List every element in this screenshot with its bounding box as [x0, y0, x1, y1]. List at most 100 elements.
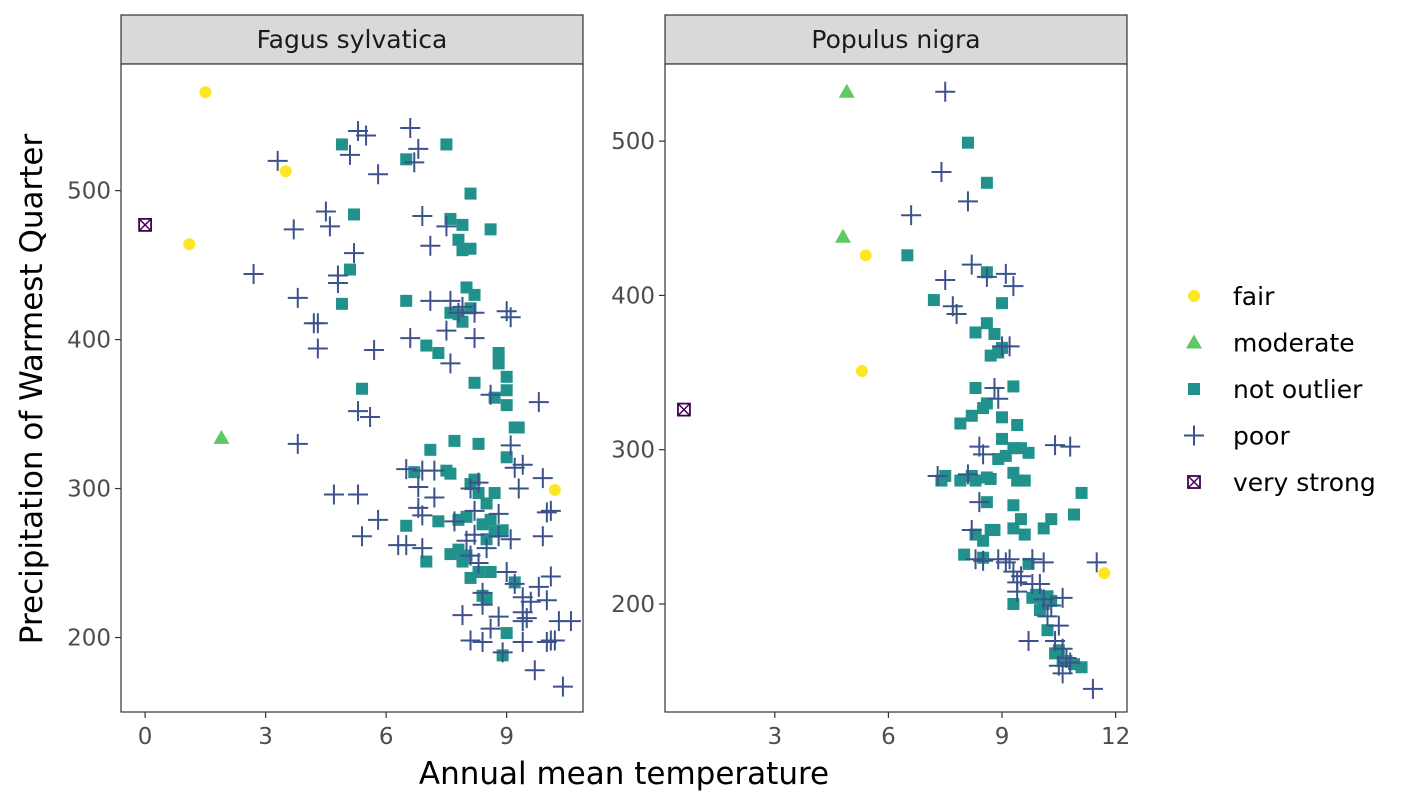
- point: [977, 534, 990, 547]
- legend-key: [1188, 290, 1200, 302]
- point: [995, 263, 1016, 284]
- point: [488, 526, 509, 547]
- point: [488, 503, 509, 524]
- point: [468, 553, 489, 574]
- point: [327, 272, 348, 293]
- point: [348, 484, 369, 505]
- point: [1052, 587, 1073, 608]
- legend-key: [1187, 475, 1201, 489]
- point: [279, 165, 292, 178]
- x-tick-label: 6: [881, 724, 896, 750]
- point: [988, 328, 1001, 340]
- legend-key: [1184, 425, 1204, 446]
- point: [1098, 567, 1111, 580]
- point: [980, 176, 993, 189]
- point: [969, 474, 982, 487]
- x-tick-label: 9: [995, 724, 1010, 750]
- legend: fair moderate not outlier poor very strong: [1184, 282, 1376, 497]
- point: [183, 238, 196, 251]
- point: [532, 468, 553, 489]
- point: [476, 538, 497, 559]
- point: [500, 627, 513, 640]
- point: [496, 524, 509, 537]
- point: [460, 510, 473, 523]
- point: [432, 515, 445, 528]
- point: [484, 513, 497, 526]
- point: [436, 320, 457, 341]
- point: [1052, 638, 1073, 659]
- point: [1075, 486, 1088, 499]
- point: [412, 505, 433, 526]
- point: [528, 392, 549, 413]
- point: [516, 608, 537, 629]
- point: [1003, 276, 1024, 297]
- point: [213, 429, 230, 444]
- point: [931, 162, 952, 182]
- facet-strip: [664, 14, 1128, 65]
- point: [1029, 573, 1050, 594]
- point: [1041, 624, 1054, 637]
- point: [480, 384, 501, 405]
- point: [999, 549, 1020, 570]
- point: [199, 86, 212, 99]
- point: [1048, 655, 1069, 676]
- legend-item: very strong: [1187, 468, 1376, 497]
- legend-label: very strong: [1233, 468, 1376, 497]
- facet-title: Populus nigra: [811, 25, 980, 54]
- point: [480, 497, 493, 510]
- x-tick-label: 3: [258, 724, 273, 750]
- y-tick-label: 500: [611, 129, 655, 155]
- point: [977, 402, 990, 415]
- y-tick-label: 400: [67, 328, 111, 354]
- point: [315, 201, 336, 222]
- point: [424, 460, 445, 481]
- point: [935, 270, 956, 290]
- legend-item: poor: [1184, 422, 1290, 451]
- point: [961, 136, 974, 149]
- point: [560, 611, 581, 632]
- point: [456, 315, 469, 328]
- point: [1045, 435, 1066, 456]
- point: [969, 492, 990, 513]
- y-tick-label: 300: [611, 438, 655, 464]
- panel-background: [665, 64, 1127, 712]
- panel-background: [121, 64, 583, 712]
- point: [480, 618, 501, 639]
- point: [961, 519, 982, 540]
- point: [512, 421, 525, 434]
- point: [946, 303, 967, 324]
- facet-panel: Fagus sylvatica 0 3 6 9 200 300 400 500: [67, 14, 584, 750]
- point: [1014, 513, 1027, 526]
- point: [468, 288, 481, 301]
- point: [512, 631, 533, 652]
- point: [424, 443, 437, 456]
- point: [512, 454, 533, 475]
- point: [984, 378, 1005, 398]
- point: [1018, 528, 1031, 541]
- point: [420, 290, 441, 311]
- point: [1086, 552, 1107, 573]
- point: [472, 594, 493, 615]
- legend-label: fair: [1233, 282, 1275, 311]
- point: [1007, 499, 1020, 512]
- point: [957, 464, 978, 485]
- facet-panel: Populus nigra 3 6 9 12 200 300 400 500: [611, 14, 1130, 750]
- point: [287, 287, 308, 308]
- point: [400, 294, 413, 307]
- point: [548, 484, 561, 497]
- point: [456, 218, 469, 231]
- point: [484, 223, 497, 236]
- point: [965, 409, 978, 422]
- point: [404, 152, 425, 173]
- point: [452, 605, 473, 626]
- point: [484, 565, 497, 578]
- point: [1060, 652, 1081, 673]
- point: [364, 340, 385, 361]
- point: [420, 339, 433, 352]
- point: [492, 357, 505, 370]
- point: [488, 487, 501, 500]
- point: [408, 466, 421, 479]
- point: [536, 502, 557, 523]
- point: [508, 478, 529, 499]
